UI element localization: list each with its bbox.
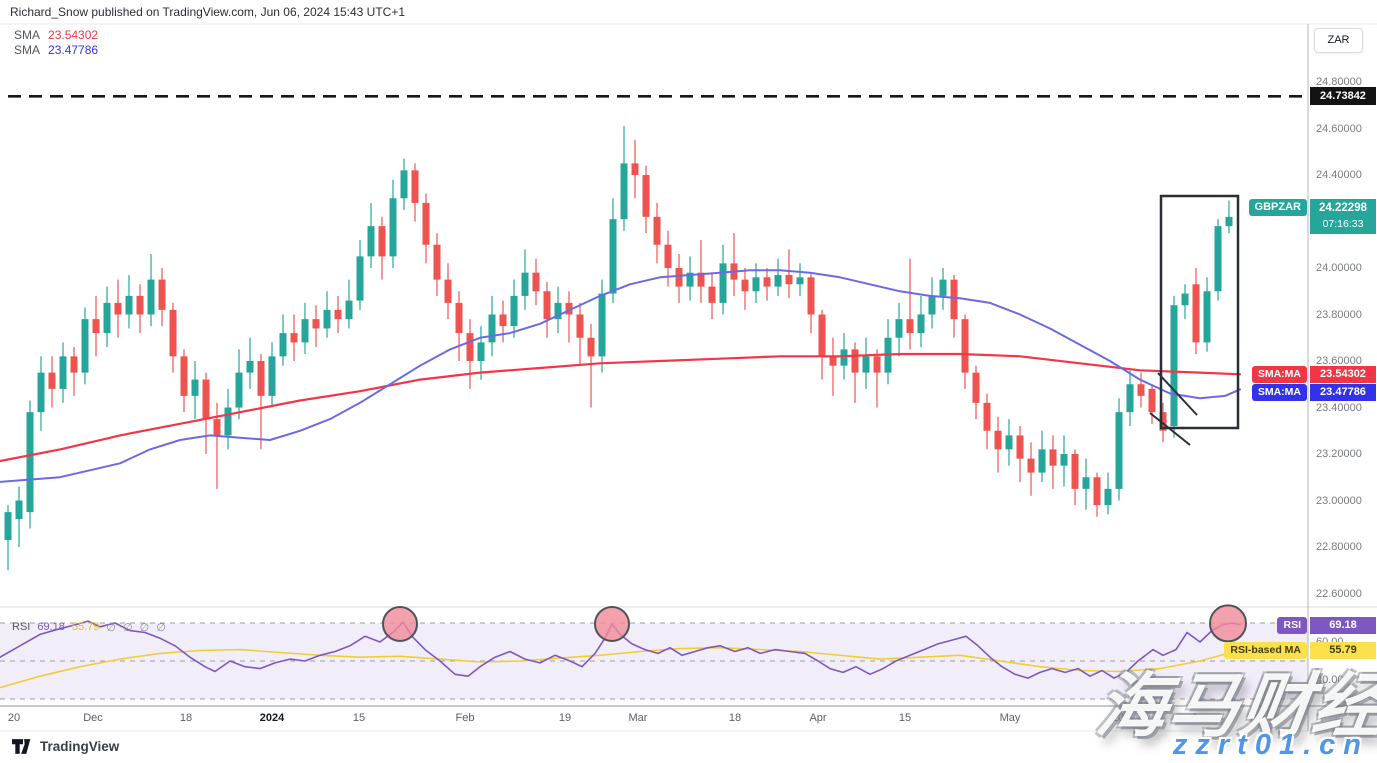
rsi-axis-label: 40.00	[1316, 674, 1344, 686]
indicator-legend: SMA 23.54302 SMA 23.47786	[14, 27, 98, 57]
sma-fast-badge: 23.47786	[1310, 383, 1376, 401]
sma-legend-label: SMA	[14, 42, 41, 57]
time-axis-label: 19	[558, 712, 572, 724]
rsi-legend-value: 69.18	[37, 621, 65, 633]
time-axis-label: Feb	[455, 712, 475, 724]
price-axis-label: 23.20000	[1316, 448, 1362, 460]
sma-legend-label: SMA	[14, 27, 41, 42]
price-axis-label: 23.60000	[1316, 355, 1362, 367]
watermark-url: zzrt01.cn	[1172, 729, 1369, 761]
rsi-legend-label: RSI	[12, 621, 31, 633]
sma-slow-legend-row[interactable]: SMA 23.54302	[14, 27, 98, 42]
rsi-legend[interactable]: RSI 69.18 55.79 ∅ ∅ ∅ ∅	[12, 621, 168, 634]
price-axis-label: 22.80000	[1316, 541, 1362, 553]
time-axis-label: Dec	[83, 712, 103, 724]
time-axis-label: 2024	[259, 712, 285, 724]
time-axis-label: 15	[352, 712, 366, 724]
time-axis-label: 18	[179, 712, 193, 724]
time-axis-label: Mar	[628, 712, 648, 724]
time-axis-label: 20	[1111, 712, 1125, 724]
symbol-price-badge: 24.22298 07:16:33	[1310, 199, 1376, 235]
time-axis-label: Apr	[809, 712, 827, 724]
time-axis-label: Jun	[1191, 712, 1209, 724]
sma-fast-legend-value: 23.47786	[48, 42, 99, 57]
rsi-ma-tag: RSI-based MA	[1224, 641, 1307, 659]
sma-slow-legend-value: 23.54302	[48, 27, 99, 42]
rsi-badge: 69.18	[1310, 616, 1376, 634]
price-axis-label: 23.00000	[1316, 494, 1362, 507]
price-axis-label: 23.40000	[1316, 401, 1362, 414]
bar-countdown: 07:16:33	[1322, 218, 1364, 231]
sma-fast-tag: SMA:MA	[1251, 383, 1307, 401]
tradingview-attribution[interactable]: TradingView	[12, 739, 119, 754]
sma-slow-badge: 23.54302	[1310, 365, 1376, 383]
time-axis-label: 20	[7, 712, 21, 724]
price-axis-label: 22.60000	[1316, 587, 1362, 600]
tradingview-logo-icon	[12, 739, 31, 754]
price-axis-label: 24.40000	[1316, 169, 1362, 181]
price-axis-label: 24.80000	[1316, 76, 1362, 88]
price-axis-label: 24.60000	[1316, 122, 1362, 135]
last-price-value: 24.22298	[1319, 202, 1367, 215]
tradingview-logo-text: TradingView	[40, 739, 120, 754]
sma-fast-legend-row[interactable]: SMA 23.47786	[14, 42, 98, 57]
time-axis-label: 18	[728, 712, 742, 724]
rsi-tag: RSI	[1277, 616, 1307, 634]
time-axis-label: 15	[898, 712, 912, 724]
currency-button[interactable]: ZAR	[1314, 28, 1363, 53]
price-axis-label: 24.00000	[1316, 262, 1362, 274]
rsi-legend-ma-value: 55.79	[71, 621, 100, 633]
price-axis-label: 23.80000	[1316, 308, 1362, 321]
alert-level-badge: 24.73842	[1310, 87, 1376, 106]
rsi-ma-badge: 55.79	[1310, 641, 1376, 659]
header-attribution: Richard_Snow published on TradingView.co…	[10, 5, 406, 19]
sma-slow-tag: SMA:MA	[1251, 365, 1307, 383]
rsi-legend-empty-values: ∅ ∅ ∅ ∅	[106, 622, 168, 634]
time-axis-label: May	[999, 712, 1021, 724]
symbol-tag: GBPZAR	[1248, 199, 1307, 217]
